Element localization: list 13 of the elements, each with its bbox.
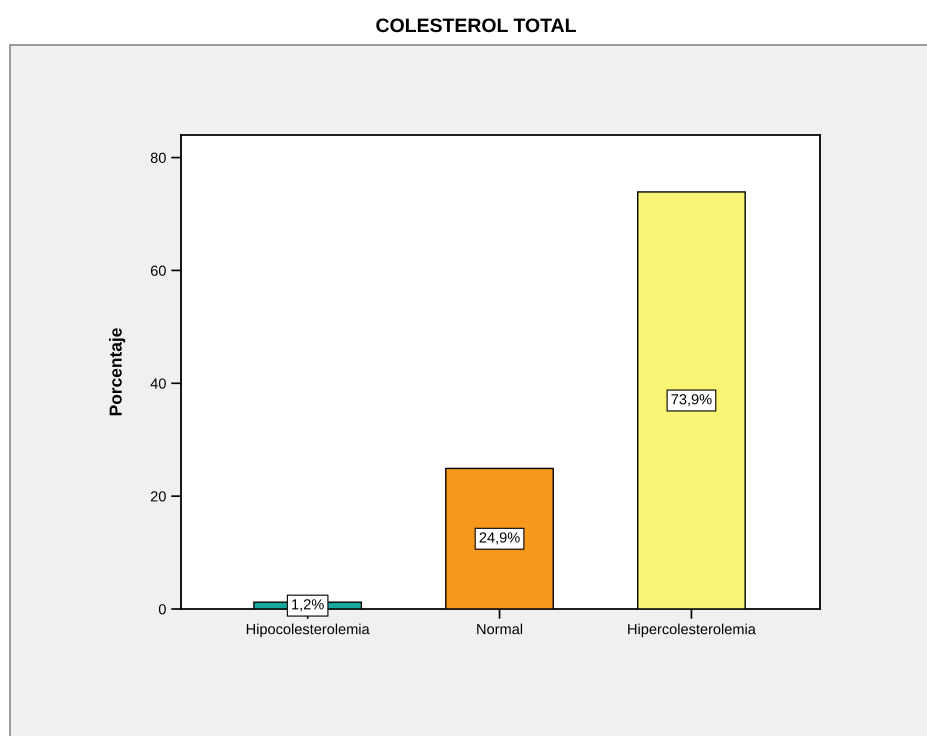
x-tick-label: Hipocolesterolemia [246,624,370,638]
data-label: 73,9% [672,394,712,406]
y-tick-label: 40 [150,378,166,389]
x-tick-label: Hipercolesterolemia [628,624,756,638]
y-tick-label: 60 [150,266,166,276]
x-tick-label: Normal [477,624,522,634]
data-label: 24,9% [480,532,520,544]
y-axis-title: Porcentaje [109,328,126,416]
data-label: 1,2% [292,599,324,612]
y-tick-label: 0 [158,604,166,614]
y-tick-label: 20 [150,491,166,502]
y-tick-label: 80 [150,152,166,163]
chart-title: COLESTEROL TOTAL [376,18,576,32]
